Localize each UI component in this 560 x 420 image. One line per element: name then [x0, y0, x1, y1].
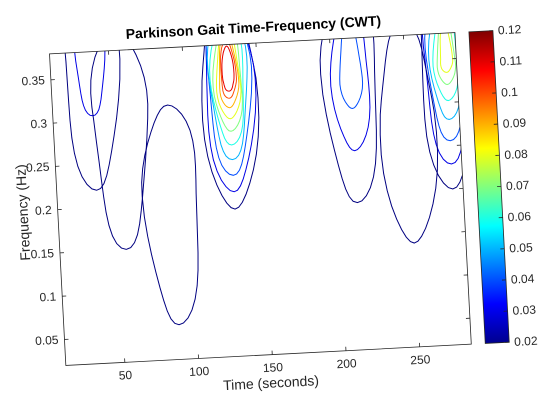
contour-line: [212, 32, 243, 132]
colorbar-tick-label: 0.03: [512, 303, 536, 318]
contour-line: [339, 32, 364, 109]
contour-line: [424, 32, 466, 142]
plot-area: 50 100 150 200 250 0.05 0.1 0.15 0.2 0.25 0.3 0.35: [21, 32, 472, 383]
colorbar-tick-label: 0.12: [498, 22, 522, 37]
axes-background: [49, 32, 472, 366]
y-tick-label: 0.2: [35, 203, 53, 218]
colorbar-tick-label: 0.02: [514, 334, 538, 349]
contour-line: [439, 32, 454, 73]
contour-line: [427, 32, 461, 120]
contour-line: [329, 32, 371, 152]
contour-line: [205, 32, 257, 193]
contour-line: [220, 39, 237, 99]
contour-line: [432, 32, 459, 102]
y-tick-label: 0.25: [26, 160, 50, 175]
colorbar-tick-label: 0.06: [507, 209, 531, 224]
contour-line: [201, 32, 260, 210]
colorbar-tick-label: 0.1: [501, 85, 519, 100]
colorbar-tick-label: 0.04: [511, 271, 535, 286]
y-axis: 0.05 0.1 0.15 0.2 0.25 0.3 0.35: [21, 58, 470, 348]
y-tick-label: 0.15: [30, 246, 54, 261]
y-tick-label: 0.05: [35, 333, 59, 348]
colorbar-tick-label: 0.09: [502, 116, 526, 131]
contour-line: [319, 32, 377, 204]
x-axis-label: Time (seconds): [223, 372, 320, 393]
x-tick-label: 50: [118, 368, 132, 383]
y-tick-label: 0.1: [39, 289, 57, 304]
x-tick-label: 250: [410, 352, 431, 367]
contour-line: [221, 45, 235, 92]
contour-line: [436, 32, 457, 85]
colorbar-tick-label: 0.07: [506, 178, 530, 193]
contour-line: [209, 32, 244, 146]
y-tick-label: 0.3: [30, 116, 48, 131]
colorbar-tick-label: 0.11: [499, 53, 522, 68]
x-axis: 50 100 150 200 250: [108, 35, 431, 383]
colorbar-tick-label: 0.05: [509, 240, 533, 255]
x-tick-label: 200: [336, 356, 357, 371]
y-tick-label: 0.35: [21, 73, 45, 88]
x-tick-label: 100: [189, 364, 210, 379]
y-axis-label: Frequency (Hz): [12, 164, 33, 261]
contour-line: [73, 32, 106, 117]
colorbar: 0.02 0.03 0.04 0.05 0.06 0.07 0.08 0.09 0.1 0.11 0…: [468, 22, 538, 349]
contour-line: [62, 32, 121, 191]
x-tick-label: 150: [263, 360, 284, 375]
contour-line: [206, 32, 248, 161]
colorbar-tick-label: 0.08: [504, 147, 528, 162]
contour-line: [141, 104, 199, 326]
